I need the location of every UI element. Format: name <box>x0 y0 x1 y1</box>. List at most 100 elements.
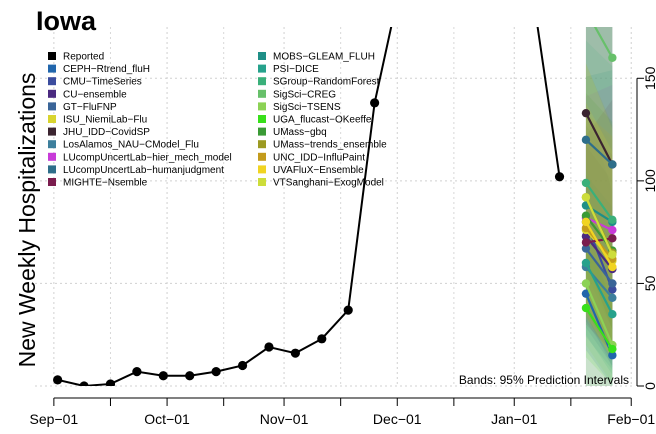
reported-point <box>158 371 168 381</box>
forecast-point <box>608 225 617 235</box>
legend-label: ISU_NiemiLab−Flu <box>63 115 147 126</box>
forecast-point <box>608 234 617 243</box>
forecast-series-group <box>582 6 617 62</box>
forecast-line <box>584 293 614 356</box>
forecast-point <box>608 250 617 259</box>
forecast-point <box>608 279 617 288</box>
forecast-point <box>608 215 617 225</box>
legend-label: UNC_IDD−InfluPaint <box>273 152 365 163</box>
forecast-point <box>608 160 617 169</box>
legend-label: PSI−DICE <box>273 64 319 75</box>
bands-note: Bands: 95% Prediction Intervals <box>459 373 629 387</box>
forecast-series-group <box>581 244 617 288</box>
legend-swatch <box>258 165 266 174</box>
reported-point <box>290 348 300 358</box>
legend-label: Reported <box>63 52 104 63</box>
legend-swatch <box>258 178 266 186</box>
x-tick-label: Dec−01 <box>373 411 422 427</box>
legend-swatch <box>48 64 56 73</box>
forecast-line <box>585 237 613 244</box>
legend-label: SGroup−RandomForest <box>273 77 380 88</box>
legend-swatch <box>48 127 56 136</box>
x-tick-label: Oct−01 <box>144 411 190 427</box>
forecast-point <box>581 178 591 188</box>
forecast-series-group <box>581 303 617 354</box>
legend-swatch <box>48 89 56 98</box>
x-tick-label: Sep−01 <box>30 411 79 427</box>
forecast-line <box>584 112 614 165</box>
legend-swatch <box>258 52 266 60</box>
reported-series <box>53 0 565 386</box>
legend-label: UMass−trends_ensemble <box>273 140 387 151</box>
forecast-point <box>581 303 591 313</box>
forecast-point <box>582 6 590 14</box>
forecast-series-group <box>581 217 617 272</box>
legend-swatch <box>258 152 266 161</box>
legend-label: UMass−gbq <box>273 127 327 138</box>
legend-label: MIGHTE−Nsemble <box>63 178 148 189</box>
series-band <box>585 27 613 298</box>
forecast-point <box>581 238 591 247</box>
forecast-series-group <box>581 289 617 360</box>
legend-swatch <box>258 77 266 86</box>
chart-title: Iowa <box>36 6 97 36</box>
reported-point <box>554 172 565 182</box>
forecast-point <box>608 351 617 360</box>
forecast-line <box>584 282 614 346</box>
series-band <box>585 63 613 357</box>
y-tick-label: 150 <box>642 66 656 90</box>
legend-swatch <box>48 165 56 174</box>
legend-swatch <box>48 77 56 86</box>
reported-point <box>264 342 274 352</box>
forecast-point <box>608 53 617 62</box>
reported-point <box>529 0 538 1</box>
legend-label: UGA_flucast−OKeeffe <box>273 115 372 126</box>
legend-swatch <box>258 102 266 111</box>
forecast-series-group <box>581 258 617 319</box>
forecast-point <box>608 285 617 294</box>
legend-label: GT−FluFNP <box>63 102 117 113</box>
legend-label: JHU_IDD−CovidSP <box>63 127 150 138</box>
forecast-point <box>581 135 591 145</box>
reported-line <box>57 27 393 386</box>
legend-swatch <box>258 127 266 136</box>
legend-label: MOBS−GLEAM_FLUH <box>273 52 375 63</box>
forecast-point <box>581 279 591 288</box>
legend-swatch <box>48 102 56 111</box>
reported-point <box>370 98 380 108</box>
forecast-point <box>581 258 591 268</box>
forecast-line <box>585 139 614 166</box>
forecast-line <box>585 307 614 350</box>
series-band <box>585 63 613 357</box>
forecast-line <box>585 182 614 221</box>
legend-swatch <box>258 115 266 123</box>
legend-label: CMU−TimeSeries <box>63 77 142 88</box>
forecast-point <box>608 344 617 354</box>
forecast-point <box>608 262 617 272</box>
reported-point <box>105 379 116 386</box>
forecast-line <box>585 247 614 285</box>
legend-swatch <box>48 178 56 186</box>
legend-label: UVAFluX−Ensemble <box>273 165 364 176</box>
x-tick-label: Nov−01 <box>260 411 309 427</box>
legend-label: LUcompUncertLab−humanjudgment <box>63 165 224 176</box>
legend-swatch <box>48 115 56 123</box>
y-tick-label: 100 <box>642 169 656 193</box>
forecast-line <box>584 221 614 268</box>
legend-swatch <box>258 89 266 98</box>
reported-point <box>185 371 195 381</box>
forecast-point <box>608 293 617 302</box>
forecast-line <box>593 27 614 59</box>
y-axis: 0 50 100 150 <box>636 66 656 390</box>
x-axis: Sep−01 Oct−01 Nov−01 Dec−01 Jan−01 Feb−01 <box>30 397 655 427</box>
legend-label: SigSci−TSENS <box>273 102 341 113</box>
x-tick-label: Feb−01 <box>607 411 655 427</box>
reported-line <box>536 27 561 177</box>
x-tick-label: Jan−01 <box>491 411 538 427</box>
legend-label: CU−ensemble <box>63 89 127 100</box>
legend-swatch <box>258 64 266 73</box>
legend-label: CEPH−Rtrend_fluH <box>63 64 150 75</box>
forecast-line <box>584 262 614 315</box>
reported-point <box>132 367 142 377</box>
